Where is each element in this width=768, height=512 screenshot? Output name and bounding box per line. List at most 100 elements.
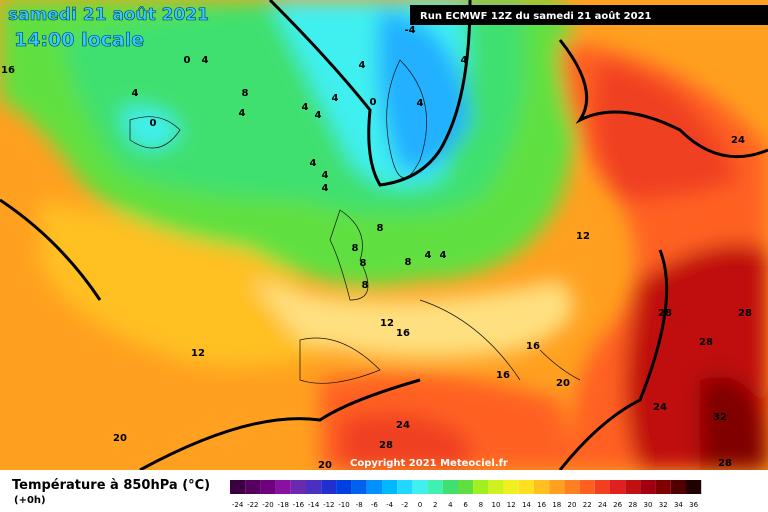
copyright: Copyright 2021 Meteociel.fr <box>350 458 508 469</box>
contour-label: 4 <box>202 55 209 66</box>
contour-label: 24 <box>396 420 410 431</box>
colorbar-label: 24 <box>598 501 607 509</box>
color-swatch <box>534 480 550 494</box>
color-swatch <box>625 480 641 494</box>
colorbar-label: 6 <box>463 501 468 509</box>
contour-label: 20 <box>113 433 127 444</box>
colorbar-label: 16 <box>537 501 546 509</box>
contour-label: 4 <box>322 183 329 194</box>
contour-label: 8 <box>377 223 384 234</box>
date: samedi 21 août 2021 <box>8 5 209 25</box>
color-swatch <box>427 480 443 494</box>
color-swatch <box>336 480 352 494</box>
contour-label: 28 <box>699 337 713 348</box>
color-swatch <box>686 480 702 494</box>
lead-time: (+0h) <box>14 495 46 506</box>
contour-label: 28 <box>718 458 732 469</box>
colorbar-label: 30 <box>644 501 653 509</box>
contour-label: 12 <box>380 318 394 329</box>
contour-label: 16 <box>1 65 15 76</box>
colorbar-label: 18 <box>552 501 561 509</box>
contour-label: 4 <box>359 60 366 71</box>
color-swatch <box>610 480 626 494</box>
time: 14:00 locale <box>14 29 144 51</box>
color-swatch <box>412 480 428 494</box>
color-swatch <box>473 480 489 494</box>
colorbar-label: -10 <box>338 501 349 509</box>
color-swatch <box>488 480 504 494</box>
colorbar-label: 12 <box>507 501 516 509</box>
color-swatch <box>564 480 580 494</box>
contour-label: 8 <box>352 243 359 254</box>
contour-label: 4 <box>132 88 139 99</box>
colorbar-label: -4 <box>386 501 394 509</box>
color-swatch <box>382 480 398 494</box>
color-swatch <box>579 480 595 494</box>
colorbar-label: -18 <box>277 501 288 509</box>
colorbar-label: 36 <box>689 501 698 509</box>
contour-label: 4 <box>332 93 339 104</box>
colorbar-label: -24 <box>232 501 244 509</box>
contour-label: 0 <box>150 118 157 129</box>
colorbar-label: 2 <box>433 501 437 509</box>
colorbar-label: -16 <box>293 501 305 509</box>
color-swatch <box>549 480 565 494</box>
contour-label: 16 <box>526 341 540 352</box>
contours <box>0 0 768 470</box>
colorbar-label: 4 <box>448 501 453 509</box>
contour-label: 16 <box>496 370 510 381</box>
colorbar-label: 8 <box>479 501 483 509</box>
color-swatch <box>442 480 458 494</box>
color-swatch <box>245 480 261 494</box>
colorbar-label: 10 <box>492 501 501 509</box>
color-swatch <box>260 480 276 494</box>
contour-label: 20 <box>556 378 570 389</box>
colorbar-label: -2 <box>401 501 408 509</box>
contour-label: 24 <box>731 135 745 146</box>
contour-label: -4 <box>404 25 415 36</box>
contour-label: 0 <box>370 97 377 108</box>
colorbar-label: -8 <box>356 501 363 509</box>
colorbar-label: -6 <box>371 501 379 509</box>
contour-label: 4 <box>425 250 432 261</box>
contour-label: 16 <box>396 328 410 339</box>
contour-label: 24 <box>653 402 667 413</box>
contour-label: 4 <box>302 102 309 113</box>
color-swatch <box>366 480 382 494</box>
colorbar-label: 26 <box>613 501 622 509</box>
colorbar-label: -22 <box>247 501 258 509</box>
color-swatch <box>594 480 610 494</box>
colorbar-label: 28 <box>628 501 637 509</box>
contour-label: 8 <box>405 257 412 268</box>
contour-label: 20 <box>318 460 332 471</box>
colorbar-label: 20 <box>568 501 577 509</box>
contour-label: 4 <box>310 158 317 169</box>
colorbar-label: -12 <box>323 501 334 509</box>
contour-label: 4 <box>461 55 468 66</box>
colorbar-label: 0 <box>418 501 422 509</box>
contour-label: 28 <box>379 440 393 451</box>
colorbar-label: 14 <box>522 501 531 509</box>
contour-label: 8 <box>362 280 369 291</box>
color-swatch <box>351 480 367 494</box>
contour-label: 12 <box>576 231 590 242</box>
contour-label: 32 <box>713 412 727 423</box>
color-swatch <box>503 480 519 494</box>
color-swatch <box>655 480 671 494</box>
contour-label: 8 <box>242 88 249 99</box>
color-swatch <box>640 480 656 494</box>
colorbar-label: 34 <box>674 501 683 509</box>
color-swatch <box>290 480 306 494</box>
color-swatch <box>306 480 322 494</box>
contour-label: 8 <box>360 258 367 269</box>
contour-label: 4 <box>417 98 424 109</box>
contour-label: 0 <box>184 55 191 66</box>
run-info: Run ECMWF 12Z du samedi 21 août 2021 <box>420 10 652 22</box>
color-swatch <box>458 480 474 494</box>
color-swatch <box>397 480 413 494</box>
contour-label: 12 <box>191 348 205 359</box>
contour-label: 4 <box>315 110 322 121</box>
contour-label: 28 <box>738 308 752 319</box>
